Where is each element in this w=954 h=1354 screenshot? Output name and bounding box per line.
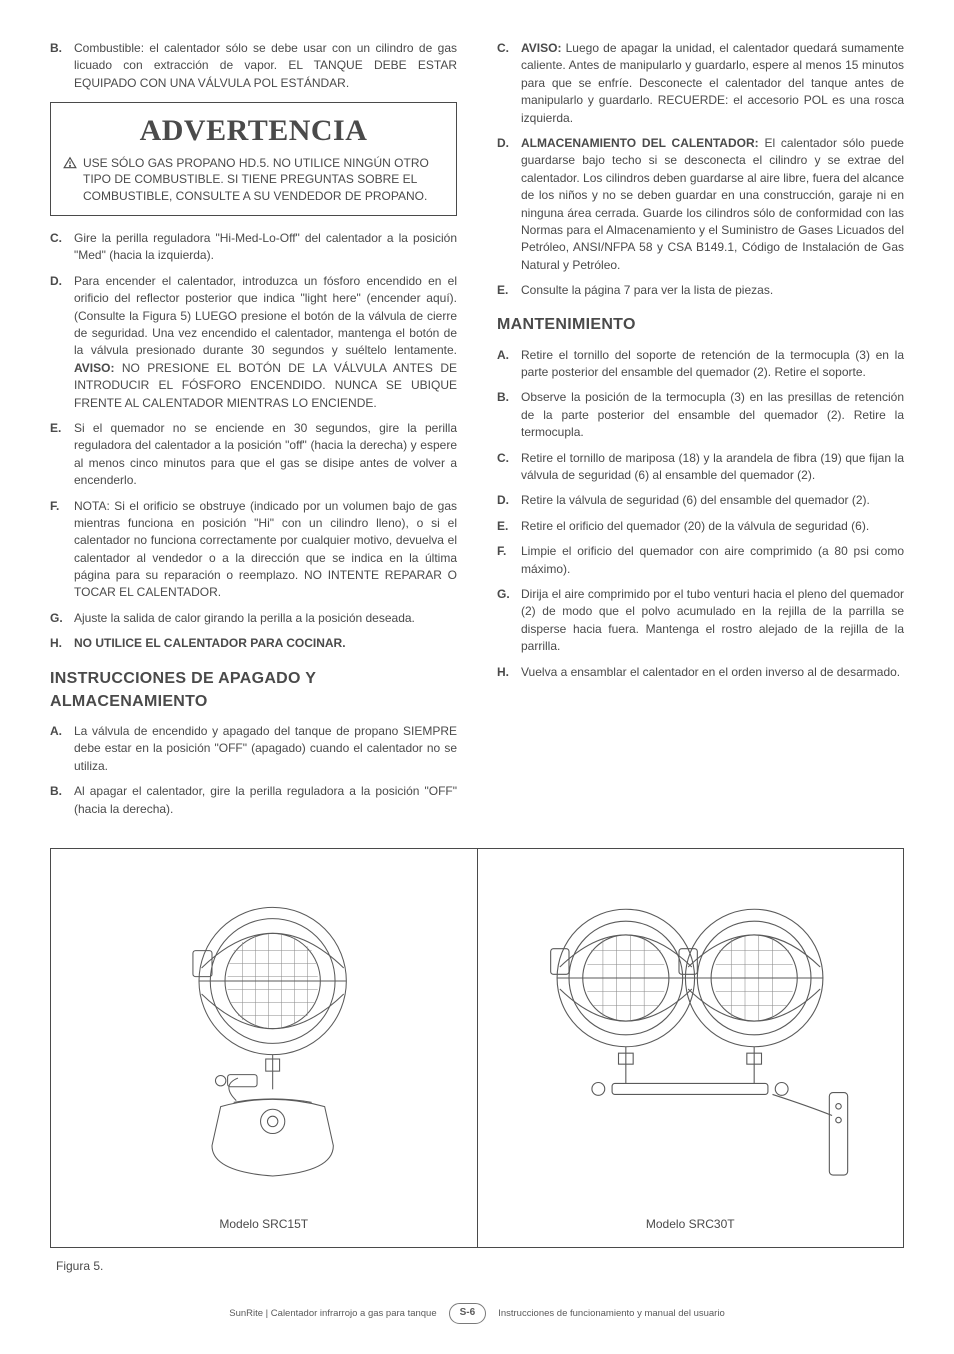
list-text: NOTA: Si el orificio se obstruye (indica…: [74, 498, 457, 602]
left-column: B.Combustible: el calentador sólo se deb…: [50, 40, 457, 826]
figure-right-cell: Modelo SRC30T: [477, 849, 904, 1247]
figure-left-cell: Modelo SRC15T: [51, 849, 477, 1247]
two-column-layout: B.Combustible: el calentador sólo se deb…: [50, 40, 904, 826]
list-marker: E.: [497, 518, 521, 535]
warning-title: ADVERTENCIA: [63, 109, 444, 153]
warning-triangle-icon: [63, 156, 77, 175]
footer-left: SunRite | Calentador infrarrojo a gas pa…: [229, 1307, 436, 1321]
figure-right-label: Modelo SRC30T: [646, 1216, 735, 1233]
list-marker: B.: [497, 389, 521, 441]
list-item: A.Retire el tornillo del soporte de rete…: [497, 347, 904, 382]
list-marker: A.: [50, 723, 74, 775]
heater-diagram-src15t: [51, 859, 477, 1207]
left-pre-list: B.Combustible: el calentador sólo se deb…: [50, 40, 457, 92]
list-item: B.Combustible: el calentador sólo se deb…: [50, 40, 457, 92]
right-column: C.AVISO: Luego de apagar la unidad, el c…: [497, 40, 904, 826]
list-item: C.Gire la perilla reguladora "Hi-Med-Lo-…: [50, 230, 457, 265]
left-post-list: C.Gire la perilla reguladora "Hi-Med-Lo-…: [50, 230, 457, 653]
list-item: G.Dirija el aire comprimido por el tubo …: [497, 586, 904, 656]
list-text: Observe la posición de la termocupla (3)…: [521, 389, 904, 441]
list-marker: E.: [497, 282, 521, 299]
list-marker: D.: [497, 492, 521, 509]
list-text: AVISO: Luego de apagar la unidad, el cal…: [521, 40, 904, 127]
list-text: Retire el tornillo de mariposa (18) y la…: [521, 450, 904, 485]
list-text: Retire el tornillo del soporte de retenc…: [521, 347, 904, 382]
list-text: La válvula de encendido y apagado del ta…: [74, 723, 457, 775]
right-maintenance-list: A.Retire el tornillo del soporte de rete…: [497, 347, 904, 681]
page-footer: SunRite | Calentador infrarrojo a gas pa…: [50, 1303, 904, 1324]
list-marker: B.: [50, 783, 74, 818]
list-marker: C.: [50, 230, 74, 265]
list-marker: D.: [497, 135, 521, 274]
figure-left-label: Modelo SRC15T: [219, 1216, 308, 1233]
list-item: E.Si el quemador no se enciende en 30 se…: [50, 420, 457, 490]
list-item: D.Para encender el calentador, introduzc…: [50, 273, 457, 412]
list-marker: F.: [497, 543, 521, 578]
list-item: D.Retire la válvula de seguridad (6) del…: [497, 492, 904, 509]
list-text: Consulte la página 7 para ver la lista d…: [521, 282, 904, 299]
footer-right: Instrucciones de funcionamiento y manual…: [498, 1307, 725, 1321]
list-marker: E.: [50, 420, 74, 490]
list-item: F.Limpie el orificio del quemador con ai…: [497, 543, 904, 578]
list-marker: D.: [50, 273, 74, 412]
list-item: A.La válvula de encendido y apagado del …: [50, 723, 457, 775]
list-marker: C.: [497, 40, 521, 127]
list-text: Limpie el orificio del quemador con aire…: [521, 543, 904, 578]
list-marker: H.: [497, 664, 521, 681]
right-top-list: C.AVISO: Luego de apagar la unidad, el c…: [497, 40, 904, 299]
list-marker: A.: [497, 347, 521, 382]
list-text: Ajuste la salida de calor girando la per…: [74, 610, 457, 627]
warning-box: ADVERTENCIA USE SÓLO GAS PROPANO HD.5. N…: [50, 102, 457, 216]
list-item: E.Consulte la página 7 para ver la lista…: [497, 282, 904, 299]
section-shutdown-head: INSTRUCCIONES DE APAGADO Y ALMACENAMIENT…: [50, 667, 457, 713]
list-text: Al apagar el calentador, gire la perilla…: [74, 783, 457, 818]
list-marker: H.: [50, 635, 74, 652]
list-item: F.NOTA: Si el orificio se obstruye (indi…: [50, 498, 457, 602]
list-marker: B.: [50, 40, 74, 92]
list-text: NO UTILICE EL CALENTADOR PARA COCINAR.: [74, 635, 457, 652]
list-text: Retire la válvula de seguridad (6) del e…: [521, 492, 904, 509]
page-number-badge: S-6: [449, 1303, 487, 1324]
list-item: H.NO UTILICE EL CALENTADOR PARA COCINAR.: [50, 635, 457, 652]
heater-diagram-src30t: [478, 859, 904, 1207]
list-item: B.Observe la posición de la termocupla (…: [497, 389, 904, 441]
list-text: ALMACENAMIENTO DEL CALENTADOR: El calent…: [521, 135, 904, 274]
list-text: Dirija el aire comprimido por el tubo ve…: [521, 586, 904, 656]
list-text: Combustible: el calentador sólo se debe …: [74, 40, 457, 92]
list-marker: G.: [497, 586, 521, 656]
figure-5-box: Modelo SRC15T: [50, 848, 904, 1248]
list-item: C.Retire el tornillo de mariposa (18) y …: [497, 450, 904, 485]
list-text: Si el quemador no se enciende en 30 segu…: [74, 420, 457, 490]
list-item: E.Retire el orificio del quemador (20) d…: [497, 518, 904, 535]
list-item: D.ALMACENAMIENTO DEL CALENTADOR: El cale…: [497, 135, 904, 274]
list-marker: F.: [50, 498, 74, 602]
list-text: Retire el orificio del quemador (20) de …: [521, 518, 904, 535]
list-item: B.Al apagar el calentador, gire la peril…: [50, 783, 457, 818]
list-item: G.Ajuste la salida de calor girando la p…: [50, 610, 457, 627]
warning-body: USE SÓLO GAS PROPANO HD.5. NO UTILICE NI…: [63, 155, 444, 205]
list-text: Gire la perilla reguladora "Hi-Med-Lo-Of…: [74, 230, 457, 265]
warning-text: USE SÓLO GAS PROPANO HD.5. NO UTILICE NI…: [83, 155, 444, 205]
list-text: Para encender el calentador, introduzca …: [74, 273, 457, 412]
left-shutdown-list: A.La válvula de encendido y apagado del …: [50, 723, 457, 818]
list-marker: G.: [50, 610, 74, 627]
list-text: Vuelva a ensamblar el calentador en el o…: [521, 664, 904, 681]
list-marker: C.: [497, 450, 521, 485]
list-item: C.AVISO: Luego de apagar la unidad, el c…: [497, 40, 904, 127]
figure-caption: Figura 5.: [56, 1258, 904, 1275]
section-maintenance-head: MANTENIMIENTO: [497, 313, 904, 336]
list-item: H.Vuelva a ensamblar el calentador en el…: [497, 664, 904, 681]
